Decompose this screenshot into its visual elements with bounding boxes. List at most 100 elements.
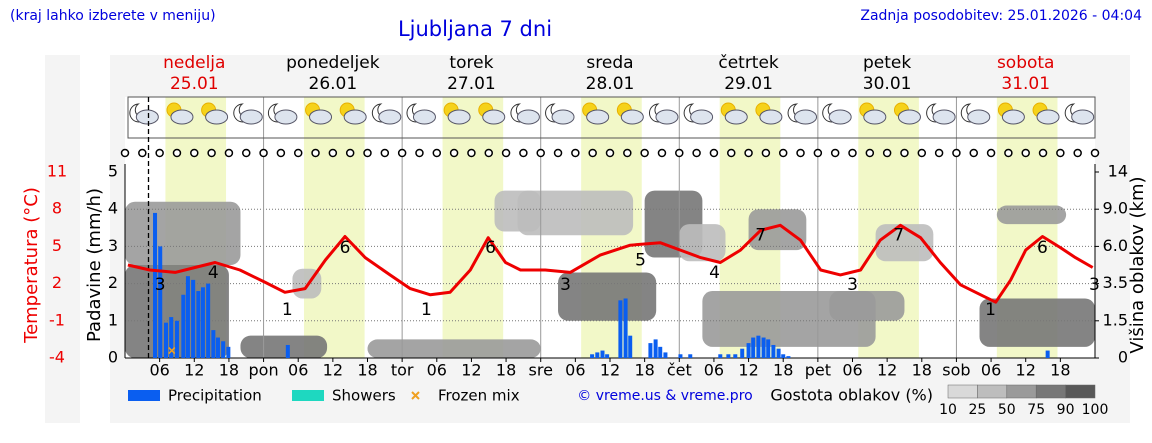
wind-icon (900, 148, 909, 158)
cloud-icon (897, 109, 921, 125)
cloud-icon (205, 109, 229, 125)
temp-label: 7 (755, 226, 766, 246)
wind-icon (155, 148, 164, 158)
cloud-patch (996, 205, 1067, 225)
precip-bar (726, 354, 731, 358)
wind-icon (934, 148, 944, 158)
precip-bar (781, 354, 786, 358)
day-date: 28.01 (586, 74, 635, 94)
x-tick-label: 12 (738, 361, 758, 380)
daylight-band (442, 97, 504, 358)
precip-bar (628, 335, 633, 358)
density-tick-label: 100 (1082, 402, 1109, 418)
precip-bar (196, 291, 201, 358)
wind-icon (657, 148, 667, 158)
x-tick-label: pet (805, 361, 831, 380)
wind-icon (675, 148, 684, 158)
wind-icon (519, 148, 528, 158)
cloud-patch (979, 298, 1095, 347)
precip-bar (718, 354, 723, 358)
wind-icon (1004, 148, 1013, 158)
cloud-icon (135, 109, 159, 125)
density-tick-label: 75 (1027, 402, 1045, 418)
wind-icon (138, 148, 147, 158)
precip-bar (658, 346, 663, 358)
wind-icon (415, 148, 424, 158)
density-swatch (977, 384, 1008, 399)
wind-icon (380, 148, 390, 158)
temp-label: 6 (1037, 238, 1048, 258)
wind-icon (605, 148, 615, 158)
day-date: 31.01 (1001, 74, 1050, 94)
cloud-icon (724, 109, 748, 125)
wind-icon (709, 148, 719, 158)
wind-icon (692, 148, 701, 158)
temp-label: 3 (560, 275, 571, 295)
day-name: nedelja (163, 53, 225, 73)
cloud-icon (482, 109, 506, 125)
precip-bar (786, 356, 791, 358)
precip-bar (595, 352, 600, 358)
x-tick-label: 18 (219, 361, 239, 380)
density-swatch (1065, 384, 1096, 399)
cloud-icon (828, 109, 852, 125)
precip-bar (771, 344, 776, 358)
cloud-patch (367, 339, 541, 358)
frozen-mark (168, 347, 176, 355)
precip-bar (285, 344, 290, 358)
cloud-icon (1001, 109, 1025, 125)
legend-swatch (128, 390, 160, 401)
temp-tick-label: -1 (49, 310, 65, 329)
temp-panel (45, 55, 80, 423)
density-swatch (947, 384, 978, 399)
cloud-icon (967, 109, 991, 125)
x-tick-label: čet (667, 361, 692, 380)
x-tick-label: 06 (288, 361, 308, 380)
density-tick-label: 25 (968, 402, 986, 418)
day-name: sreda (586, 53, 633, 73)
day-date: 26.01 (309, 74, 358, 94)
wind-icon (1090, 148, 1100, 158)
y-tick-label: 4 (108, 199, 118, 218)
precip-bar (191, 279, 196, 358)
density-tick-label: 50 (998, 402, 1016, 418)
wind-icon (293, 148, 303, 158)
density-title: Gostota oblakov (%) (770, 386, 933, 405)
y2-tick-label: 1.5 (1103, 310, 1128, 329)
precip-bar (751, 337, 756, 358)
chart-title: Ljubljana 7 dni (398, 17, 552, 41)
x-tick-label: sre (529, 361, 553, 380)
x-tick-label: 12 (323, 361, 343, 380)
x-tick-label: 12 (184, 361, 204, 380)
x-tick-label: tor (391, 361, 414, 380)
cloud-icon (655, 109, 679, 125)
x-tick-label: 06 (149, 361, 169, 380)
wind-icon (553, 148, 563, 158)
wind-icon (640, 148, 649, 158)
precip-bar (600, 350, 605, 358)
wind-icon (311, 148, 320, 158)
cloud-icon (586, 109, 610, 125)
y2-tick-label: 3.5 (1103, 273, 1128, 292)
cloud-icon (274, 109, 298, 125)
cloud-icon (447, 109, 471, 125)
updated: Zadnja posodobitev: 25.01.2026 - 04:04 (860, 8, 1142, 24)
wind-icon (778, 148, 788, 158)
wind-icon (259, 148, 268, 158)
y2-tick-label: 0 (1118, 348, 1128, 367)
day-name: petek (863, 53, 911, 73)
precip-bar (653, 339, 658, 358)
x-tick-label: 06 (842, 361, 862, 380)
legend-swatch (411, 391, 420, 400)
precip-bar (590, 354, 595, 358)
precip-bar (740, 348, 745, 358)
x-tick-label: 06 (981, 361, 1001, 380)
y-tick-label: 1 (108, 310, 118, 329)
precip-bar (211, 330, 216, 358)
temp-label: 3 (155, 275, 166, 295)
cloud-icon (239, 109, 263, 125)
density-tick-label: 10 (939, 402, 957, 418)
temp-tick-label: 8 (52, 199, 62, 218)
wind-icon (727, 148, 736, 158)
wind-icon (571, 148, 580, 158)
